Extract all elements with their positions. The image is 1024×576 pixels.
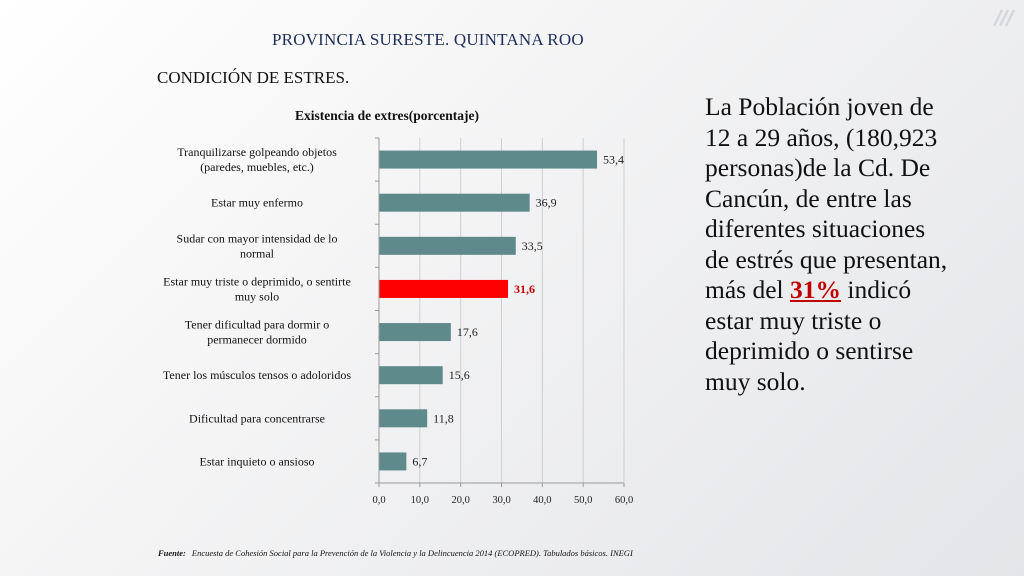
bar [379,236,516,255]
footnote-label: Fuente: [158,548,186,558]
summary-text-before: La Población joven de 12 a 29 años, (180… [705,92,948,304]
chart-bars [379,150,598,471]
bar [379,279,509,298]
category-label: Tranquilizarse golpeando objetos (paredes… [177,145,337,174]
bar-value-label: 11,8 [433,411,454,425]
chart-x-axis: 0,0 10,0 20,0 30,0 40,0 50,0 60,0 [372,137,633,506]
category-label: Estar muy triste o deprimido, o sentirte… [163,274,351,303]
category-label: Dificultad para concentrarse [189,411,325,425]
corner-decoration-icon [992,9,1016,27]
slide-subtitle: CONDICIÓN DE ESTRES. [157,68,350,87]
bar [379,409,428,428]
chart-value-labels: 53,4 36,9 33,5 31,6 17,6 15,6 11,8 6,7 [412,153,624,469]
bar [379,323,451,342]
bar [379,366,443,385]
summary-text-after: indicó estar muy triste o deprimido o se… [705,275,914,396]
bar-value-label: 15,6 [449,368,470,382]
x-tick-label: 30,0 [492,495,510,506]
bar-value-label: 17,6 [457,325,478,339]
chart-gridlines [419,138,625,483]
category-label: Estar muy enfermo [211,196,303,210]
x-tick-label: 60,0 [615,495,633,506]
x-tick-label: 40,0 [533,495,551,506]
x-tick-label: 50,0 [574,495,592,506]
source-footnote: Fuente: Encuesta de Cohesión Social para … [158,548,633,558]
category-label: Estar inquieto o ansioso [200,454,315,468]
bar-value-label: 53,4 [603,153,624,167]
bar [379,452,407,471]
category-label: Tener dificultad para dormir o permanecer… [185,318,329,347]
bar [379,150,598,169]
chart-category-labels: Tranquilizarse golpeando objetos (paredes… [163,145,351,468]
footnote-text: Encuesta de Cohesión Social para la Prev… [191,548,633,558]
bar-value-label: 6,7 [412,454,427,468]
bar-value-label: 31,6 [514,282,535,296]
bar [379,193,530,212]
bar-value-label: 36,9 [536,196,557,210]
slide-title: PROVINCIA SURESTE. QUINTANA ROO [272,30,584,49]
x-tick-label: 0,0 [372,495,385,506]
x-tick-label: 10,0 [411,495,429,506]
category-label: Sudar con mayor intensidad de lo normal [177,231,338,260]
summary-highlight-percent: 31% [789,275,841,304]
x-tick-label: 20,0 [451,495,469,506]
chart-title: Existencia de extres(porcentaje) [295,108,479,123]
summary-text: La Población joven de 12 a 29 años, (180… [705,92,955,397]
category-label: Tener los músculos tensos o adoloridos [163,368,351,382]
bar-value-label: 33,5 [522,239,543,253]
